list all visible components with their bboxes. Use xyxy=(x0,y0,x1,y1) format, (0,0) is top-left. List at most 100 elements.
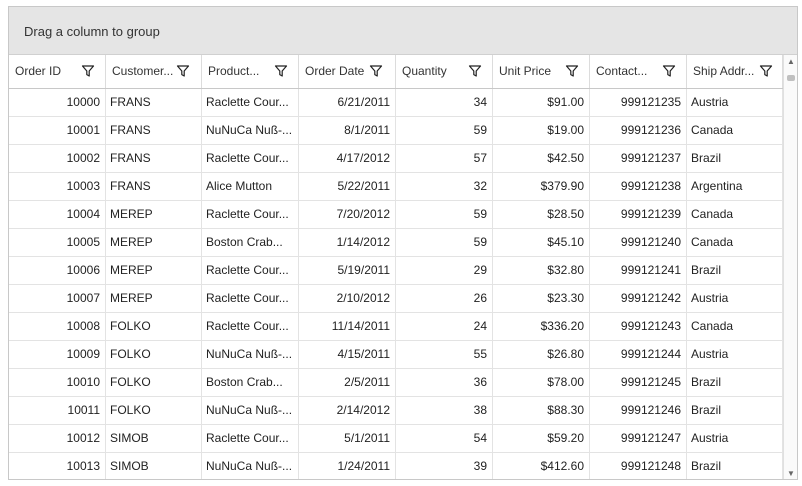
scrollbar-thumb[interactable] xyxy=(787,75,795,81)
cell-order-date[interactable]: 7/20/2012 xyxy=(299,201,396,228)
cell-contact[interactable]: 999121248 xyxy=(590,453,687,479)
column-header-customer[interactable]: Customer... xyxy=(106,55,202,88)
cell-ship-address[interactable]: Austria xyxy=(687,425,783,452)
cell-unit-price[interactable]: $88.30 xyxy=(493,397,590,424)
cell-order-id[interactable]: 10001 xyxy=(9,117,106,144)
cell-customer[interactable]: FRANS xyxy=(106,173,202,200)
cell-quantity[interactable]: 38 xyxy=(396,397,493,424)
cell-customer[interactable]: FOLKO xyxy=(106,313,202,340)
cell-ship-address[interactable]: Austria xyxy=(687,89,783,116)
cell-order-id[interactable]: 10009 xyxy=(9,341,106,368)
cell-order-date[interactable]: 1/24/2011 xyxy=(299,453,396,479)
cell-ship-address[interactable]: Canada xyxy=(687,117,783,144)
cell-contact[interactable]: 999121239 xyxy=(590,201,687,228)
cell-product[interactable]: Alice Mutton xyxy=(202,173,299,200)
cell-customer[interactable]: FRANS xyxy=(106,117,202,144)
cell-ship-address[interactable]: Brazil xyxy=(687,145,783,172)
group-drop-area[interactable]: Drag a column to group xyxy=(9,7,797,55)
cell-order-id[interactable]: 10002 xyxy=(9,145,106,172)
cell-ship-address[interactable]: Canada xyxy=(687,313,783,340)
table-row[interactable]: 10010 FOLKO Boston Crab... 2/5/2011 36 $78.00… xyxy=(9,369,783,397)
cell-ship-address[interactable]: Brazil xyxy=(687,453,783,479)
cell-quantity[interactable]: 24 xyxy=(396,313,493,340)
filter-icon[interactable] xyxy=(274,64,288,78)
cell-ship-address[interactable]: Austria xyxy=(687,285,783,312)
cell-order-date[interactable]: 11/14/2011 xyxy=(299,313,396,340)
table-row[interactable]: 10009 FOLKO NuNuCa Nuß-... 4/15/2011 55 $26.8… xyxy=(9,341,783,369)
cell-unit-price[interactable]: $379.90 xyxy=(493,173,590,200)
cell-order-date[interactable]: 2/14/2012 xyxy=(299,397,396,424)
column-header-order-date[interactable]: Order Date xyxy=(299,55,396,88)
cell-product[interactable]: Boston Crab... xyxy=(202,229,299,256)
cell-customer[interactable]: SIMOB xyxy=(106,453,202,479)
cell-unit-price[interactable]: $78.00 xyxy=(493,369,590,396)
scroll-down-icon[interactable]: ▼ xyxy=(787,469,795,478)
cell-product[interactable]: Raclette Cour... xyxy=(202,201,299,228)
cell-unit-price[interactable]: $23.30 xyxy=(493,285,590,312)
filter-icon[interactable] xyxy=(759,64,773,78)
cell-product[interactable]: NuNuCa Nuß-... xyxy=(202,341,299,368)
cell-contact[interactable]: 999121246 xyxy=(590,397,687,424)
vertical-scrollbar[interactable]: ▲ ▼ xyxy=(783,55,797,479)
cell-product[interactable]: Raclette Cour... xyxy=(202,257,299,284)
cell-quantity[interactable]: 39 xyxy=(396,453,493,479)
cell-product[interactable]: NuNuCa Nuß-... xyxy=(202,397,299,424)
cell-order-date[interactable]: 5/1/2011 xyxy=(299,425,396,452)
cell-unit-price[interactable]: $26.80 xyxy=(493,341,590,368)
cell-order-id[interactable]: 10013 xyxy=(9,453,106,479)
filter-icon[interactable] xyxy=(369,64,383,78)
cell-unit-price[interactable]: $91.00 xyxy=(493,89,590,116)
filter-icon[interactable] xyxy=(176,64,190,78)
cell-customer[interactable]: FRANS xyxy=(106,89,202,116)
cell-quantity[interactable]: 34 xyxy=(396,89,493,116)
cell-order-date[interactable]: 2/5/2011 xyxy=(299,369,396,396)
table-row[interactable]: 10005 MEREP Boston Crab... 1/14/2012 59 $45.1… xyxy=(9,229,783,257)
cell-customer[interactable]: FOLKO xyxy=(106,397,202,424)
column-header-contact[interactable]: Contact... xyxy=(590,55,687,88)
cell-ship-address[interactable]: Argentina xyxy=(687,173,783,200)
cell-quantity[interactable]: 36 xyxy=(396,369,493,396)
cell-order-id[interactable]: 10004 xyxy=(9,201,106,228)
cell-ship-address[interactable]: Brazil xyxy=(687,397,783,424)
cell-order-date[interactable]: 5/19/2011 xyxy=(299,257,396,284)
cell-unit-price[interactable]: $28.50 xyxy=(493,201,590,228)
table-row[interactable]: 10002 FRANS Raclette Cour... 4/17/2012 57 $42… xyxy=(9,145,783,173)
cell-order-date[interactable]: 4/17/2012 xyxy=(299,145,396,172)
column-header-quantity[interactable]: Quantity xyxy=(396,55,493,88)
cell-quantity[interactable]: 32 xyxy=(396,173,493,200)
cell-ship-address[interactable]: Brazil xyxy=(687,369,783,396)
table-row[interactable]: 10003 FRANS Alice Mutton 5/22/2011 32 $379.90… xyxy=(9,173,783,201)
cell-contact[interactable]: 999121242 xyxy=(590,285,687,312)
table-row[interactable]: 10013 SIMOB NuNuCa Nuß-... 1/24/2011 39 $412.… xyxy=(9,453,783,479)
cell-order-id[interactable]: 10005 xyxy=(9,229,106,256)
column-header-ship-address[interactable]: Ship Addr... xyxy=(687,55,783,88)
table-row[interactable]: 10012 SIMOB Raclette Cour... 5/1/2011 54 $59.… xyxy=(9,425,783,453)
cell-quantity[interactable]: 26 xyxy=(396,285,493,312)
cell-customer[interactable]: MEREP xyxy=(106,285,202,312)
cell-quantity[interactable]: 59 xyxy=(396,229,493,256)
table-row[interactable]: 10000 FRANS Raclette Cour... 6/21/2011 34 $91… xyxy=(9,89,783,117)
cell-contact[interactable]: 999121238 xyxy=(590,173,687,200)
cell-customer[interactable]: SIMOB xyxy=(106,425,202,452)
cell-contact[interactable]: 999121245 xyxy=(590,369,687,396)
cell-contact[interactable]: 999121236 xyxy=(590,117,687,144)
cell-product[interactable]: NuNuCa Nuß-... xyxy=(202,453,299,479)
cell-order-date[interactable]: 1/14/2012 xyxy=(299,229,396,256)
cell-customer[interactable]: FOLKO xyxy=(106,341,202,368)
table-row[interactable]: 10007 MEREP Raclette Cour... 2/10/2012 26 $23… xyxy=(9,285,783,313)
cell-quantity[interactable]: 55 xyxy=(396,341,493,368)
cell-customer[interactable]: FRANS xyxy=(106,145,202,172)
cell-order-date[interactable]: 6/21/2011 xyxy=(299,89,396,116)
cell-unit-price[interactable]: $42.50 xyxy=(493,145,590,172)
filter-icon[interactable] xyxy=(81,64,95,78)
cell-unit-price[interactable]: $59.20 xyxy=(493,425,590,452)
cell-contact[interactable]: 999121244 xyxy=(590,341,687,368)
cell-order-id[interactable]: 10007 xyxy=(9,285,106,312)
cell-quantity[interactable]: 29 xyxy=(396,257,493,284)
cell-unit-price[interactable]: $336.20 xyxy=(493,313,590,340)
cell-product[interactable]: Raclette Cour... xyxy=(202,313,299,340)
cell-unit-price[interactable]: $45.10 xyxy=(493,229,590,256)
table-row[interactable]: 10006 MEREP Raclette Cour... 5/19/2011 29 $32… xyxy=(9,257,783,285)
cell-ship-address[interactable]: Canada xyxy=(687,229,783,256)
cell-contact[interactable]: 999121243 xyxy=(590,313,687,340)
